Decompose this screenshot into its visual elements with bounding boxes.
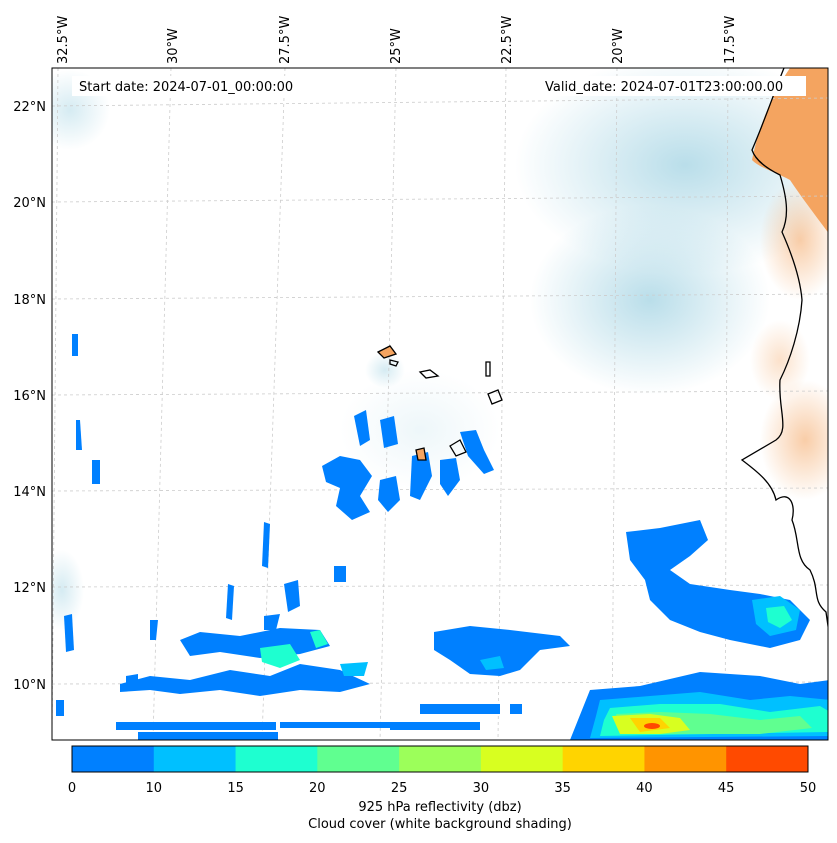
lon-label: 25°W (389, 28, 404, 64)
colorbar-title: 925 hPa reflectivity (dbz) (358, 800, 522, 815)
colorbar-tick-label: 50 (799, 781, 817, 796)
lon-label: 27.5°W (278, 16, 293, 64)
colorbar-tick-label: 0 (67, 781, 77, 796)
reflectivity-field (56, 334, 828, 740)
colorbar-tick-label: 10 (145, 781, 163, 796)
colorbar-tick-label: 25 (390, 781, 408, 796)
colorbar-tick-label: 20 (309, 781, 326, 796)
lat-label: 10°N (13, 678, 46, 693)
lat-label: 12°N (13, 581, 46, 596)
colorbar-tick-label: 15 (227, 781, 244, 796)
colorbar-segment (153, 746, 237, 772)
colorbar-segment (317, 746, 400, 772)
colorbar-subtitle: Cloud cover (white background shading) (308, 817, 572, 832)
colorbar-tick-label: 40 (636, 781, 653, 796)
lat-label: 18°N (13, 293, 46, 308)
colorbar-segment (562, 746, 645, 772)
lon-label: 30°W (166, 28, 181, 64)
colorbar-tick-label: 45 (717, 781, 735, 796)
coastlines (376, 68, 828, 631)
colorbar-segment (72, 746, 155, 772)
colorbar-frame (71, 745, 809, 773)
lat-label: 22°N (13, 100, 46, 115)
lon-label: 20°W (611, 28, 626, 64)
lat-label: 14°N (13, 485, 46, 500)
colorbar-tick-label: 35 (554, 781, 571, 796)
colorbar-segment (235, 746, 318, 772)
colorbar (72, 746, 809, 772)
lat-label: 20°N (13, 196, 46, 211)
lon-label: 32.5°W (56, 16, 71, 64)
land-shading (750, 68, 828, 500)
cloud-cover-shading (52, 68, 828, 630)
valid-date-box (540, 76, 806, 96)
map-content (52, 68, 828, 740)
colorbar-segment (726, 746, 809, 772)
colorbar-segment (644, 746, 727, 772)
start-date-label: Start date: 2024-07-01_00:00:00 (79, 80, 293, 95)
lon-label: 22.5°W (500, 16, 515, 64)
colorbar-segment (480, 746, 564, 772)
lat-label: 16°N (13, 389, 46, 404)
valid-date-label: Valid_date: 2024-07-01T23:00:00.00 (545, 80, 783, 95)
lon-label: 17.5°W (723, 16, 738, 64)
colorbar-segment (399, 746, 482, 772)
start-date-box (72, 76, 310, 96)
plot-frame (51, 67, 829, 741)
colorbar-tick-label: 30 (472, 781, 490, 796)
